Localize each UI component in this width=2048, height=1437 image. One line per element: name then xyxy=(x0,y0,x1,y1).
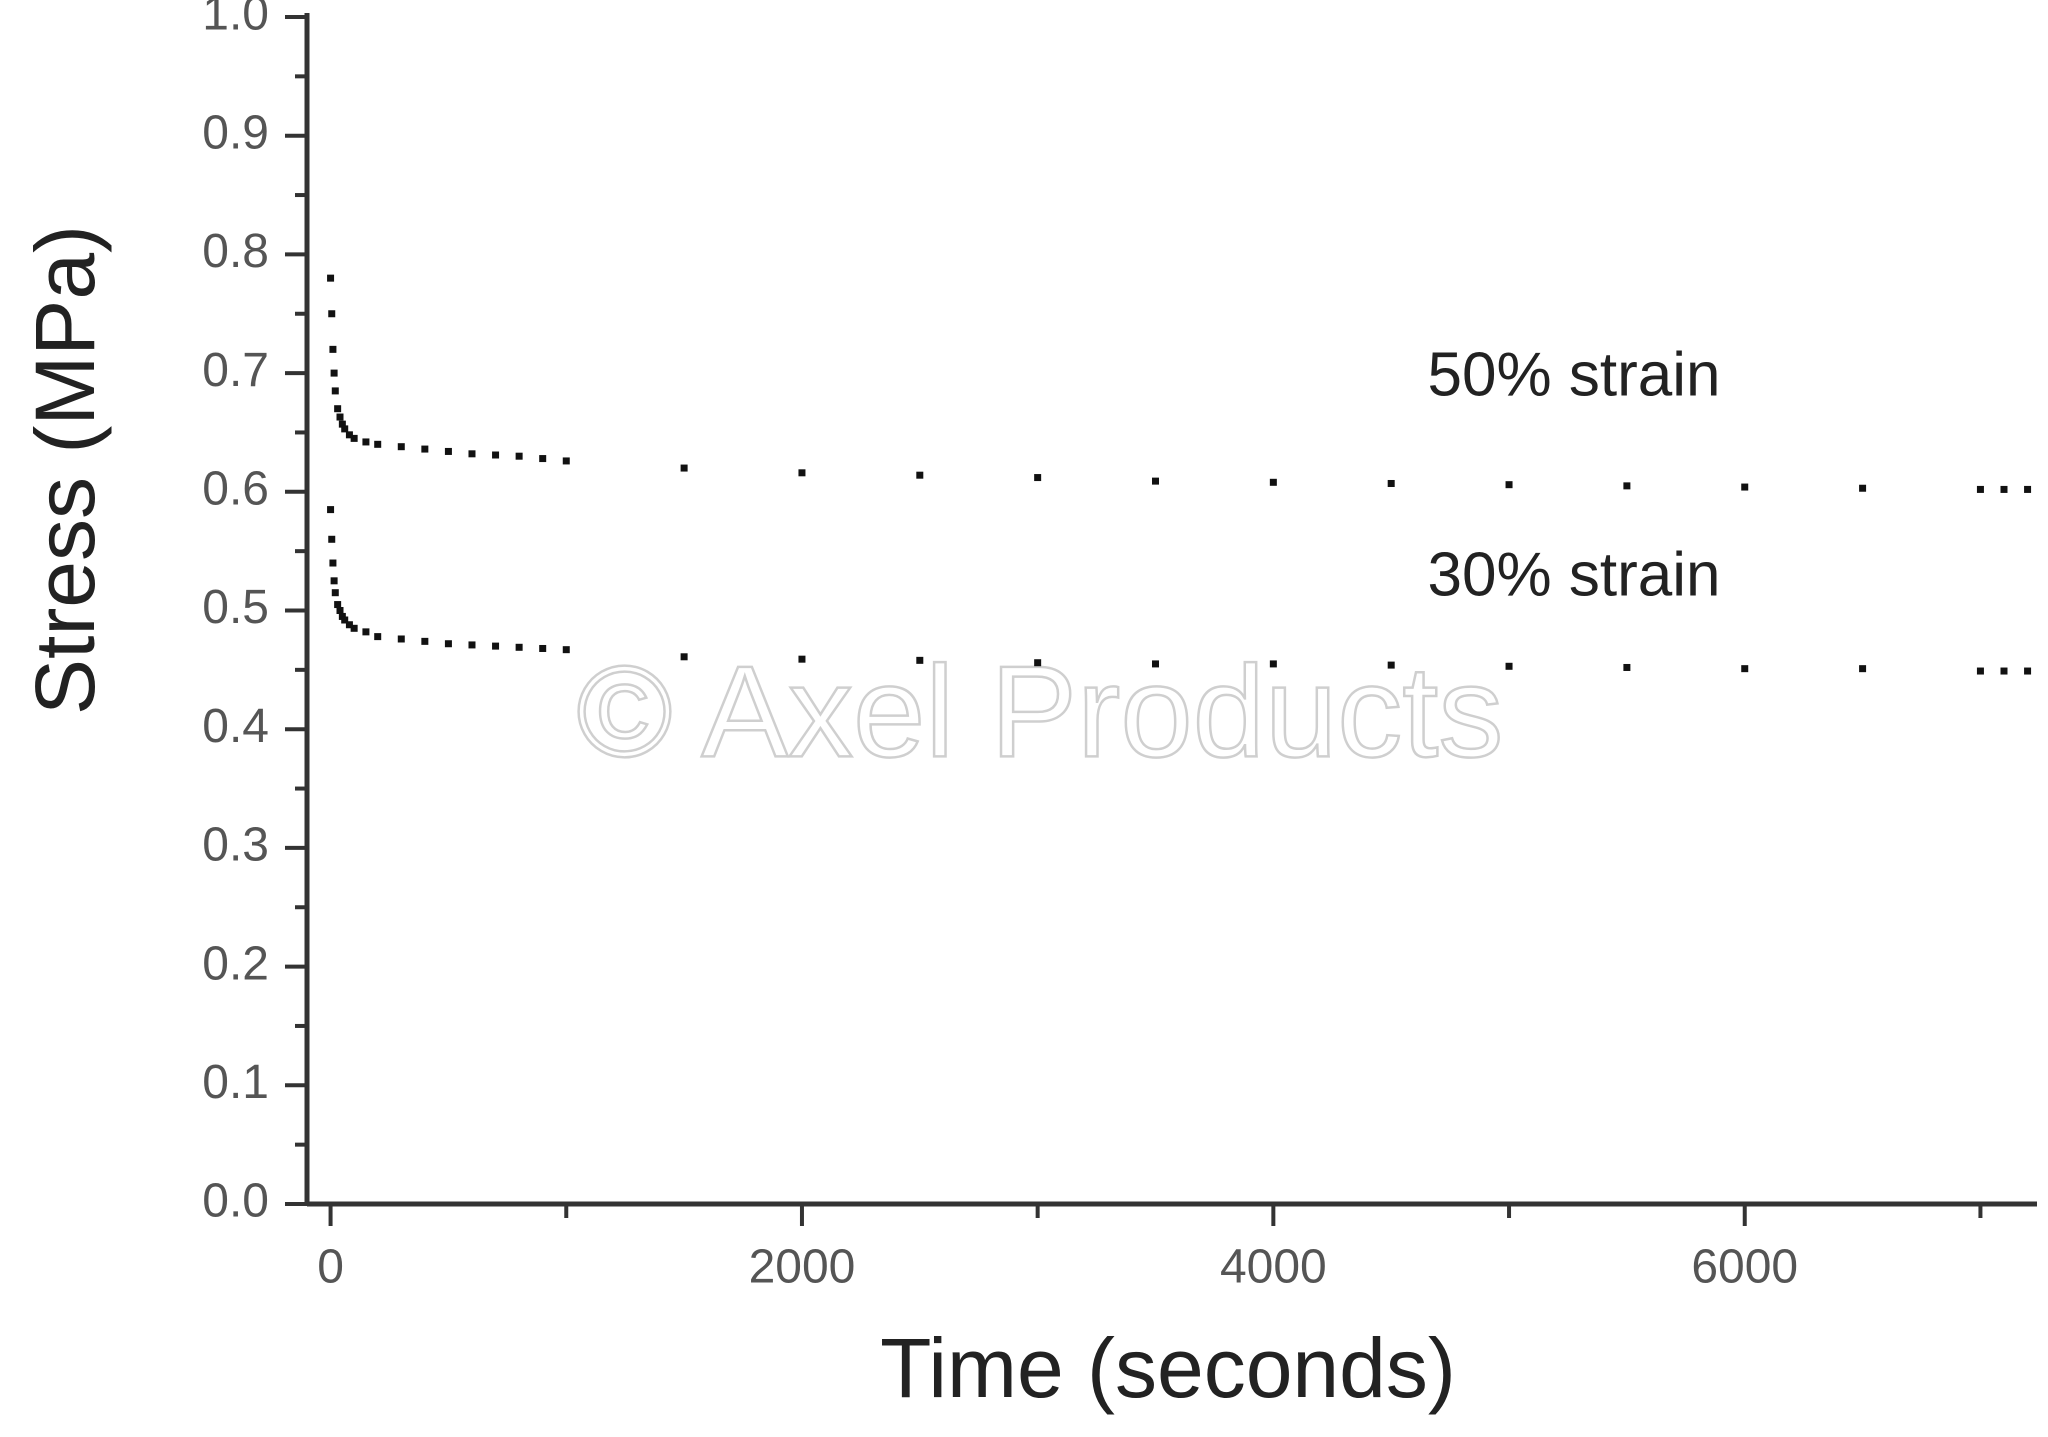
data-point xyxy=(680,653,688,661)
data-point xyxy=(444,447,452,455)
data-point xyxy=(468,641,476,649)
data-point xyxy=(2024,485,2032,493)
x-axis-title: Time (seconds) xyxy=(880,1321,1456,1415)
data-point xyxy=(1976,667,1984,675)
x-tick-label: 0 xyxy=(317,1241,344,1294)
y-axis-title: Stress (MPa) xyxy=(18,225,112,715)
data-point xyxy=(362,628,370,636)
data-point xyxy=(539,455,547,463)
y-tick-label: 0.2 xyxy=(202,937,269,990)
data-point xyxy=(562,646,570,654)
data-point xyxy=(798,469,806,477)
data-point xyxy=(2024,667,2032,675)
data-point xyxy=(539,644,547,652)
data-point xyxy=(338,612,346,620)
data-point xyxy=(345,621,353,629)
data-point xyxy=(329,345,337,353)
data-point xyxy=(362,438,370,446)
data-point xyxy=(1859,665,1867,673)
data-point xyxy=(421,637,429,645)
y-tick-label: 0.7 xyxy=(202,344,269,397)
data-point xyxy=(338,420,346,428)
data-point xyxy=(330,369,338,377)
x-tick-label: 2000 xyxy=(749,1241,856,1294)
data-point xyxy=(515,643,523,651)
data-point xyxy=(492,451,500,459)
y-tick-label: 0.1 xyxy=(202,1056,269,1109)
data-point xyxy=(2000,667,2008,675)
data-point xyxy=(350,624,358,632)
data-point xyxy=(1269,660,1277,668)
data-point xyxy=(1976,485,1984,493)
data-point xyxy=(1387,479,1395,487)
data-point xyxy=(336,413,344,421)
y-tick-label: 0.8 xyxy=(202,225,269,278)
data-point xyxy=(1859,484,1867,492)
y-tick-label: 0.6 xyxy=(202,462,269,515)
y-tick-label: 1.0 xyxy=(202,0,269,41)
data-point xyxy=(1269,478,1277,486)
y-tick-label: 0.0 xyxy=(202,1175,269,1228)
data-point xyxy=(330,577,338,585)
data-point xyxy=(374,633,382,641)
y-tick-label: 0.5 xyxy=(202,581,269,634)
data-point xyxy=(328,310,336,318)
data-point xyxy=(515,452,523,460)
data-point xyxy=(680,464,688,472)
data-point xyxy=(444,640,452,648)
data-point xyxy=(1623,482,1631,490)
data-point xyxy=(421,445,429,453)
data-point xyxy=(1505,481,1513,489)
data-point xyxy=(1741,483,1749,491)
y-tick-label: 0.9 xyxy=(202,106,269,159)
data-point xyxy=(341,616,349,624)
data-point xyxy=(329,559,337,567)
y-tick-label: 0.4 xyxy=(202,700,269,753)
data-point xyxy=(336,607,344,614)
data-point xyxy=(468,450,476,458)
series-label: 50% strain xyxy=(1428,340,1721,409)
data-point xyxy=(1387,661,1395,669)
data-point xyxy=(1152,660,1160,668)
data-point xyxy=(1505,662,1513,670)
data-point xyxy=(334,601,342,609)
y-tick-label: 0.3 xyxy=(202,819,269,872)
data-point xyxy=(916,656,924,664)
data-point xyxy=(2000,485,2008,493)
data-point xyxy=(1152,477,1160,485)
data-point xyxy=(350,434,358,442)
data-point xyxy=(1623,663,1631,671)
data-point xyxy=(331,589,339,597)
data-point xyxy=(327,274,335,282)
data-point xyxy=(341,425,349,433)
data-point xyxy=(327,506,335,514)
data-point xyxy=(1034,659,1042,667)
x-tick-label: 4000 xyxy=(1220,1241,1327,1294)
data-point xyxy=(492,642,500,650)
x-tick-label: 6000 xyxy=(1691,1241,1798,1294)
data-point xyxy=(1034,474,1042,482)
data-point xyxy=(331,387,339,395)
data-point xyxy=(334,405,342,413)
series-label: 30% strain xyxy=(1428,540,1721,609)
data-point xyxy=(562,457,570,465)
data-point xyxy=(916,471,924,479)
data-point xyxy=(397,635,405,643)
data-point xyxy=(798,655,806,663)
data-point xyxy=(328,535,336,543)
data-point xyxy=(374,440,382,448)
data-point xyxy=(397,443,405,451)
data-point xyxy=(345,431,353,439)
data-point xyxy=(1741,665,1749,673)
